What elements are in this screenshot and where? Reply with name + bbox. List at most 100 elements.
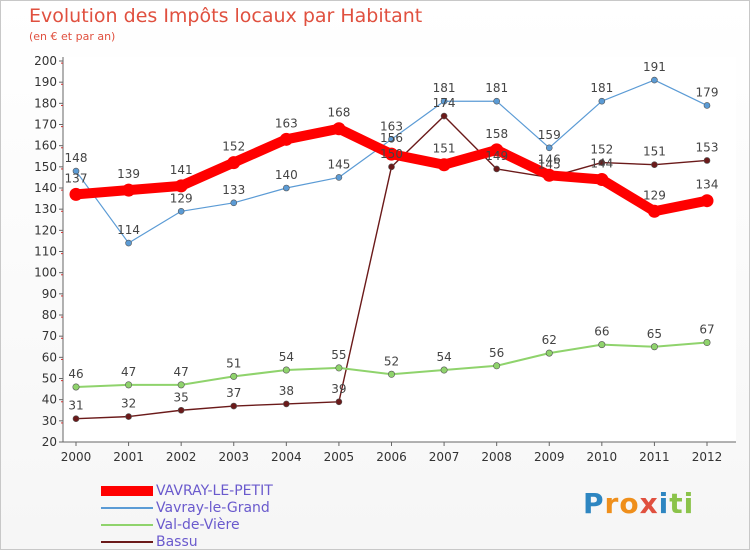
data-point	[493, 97, 500, 105]
data-label: 181	[433, 81, 456, 95]
data-label: 149	[485, 149, 508, 163]
data-label: 141	[170, 163, 193, 177]
x-tick-label: 2003	[218, 450, 249, 464]
data-point	[335, 398, 343, 406]
y-tick-label: 90	[42, 287, 57, 301]
y-tick-label: 130	[34, 202, 57, 216]
data-label: 66	[594, 325, 609, 339]
data-point	[72, 167, 80, 175]
y-tick-label: 170	[34, 118, 57, 132]
data-label: 55	[331, 348, 346, 362]
x-tick-label: 2009	[534, 450, 565, 464]
data-label: 47	[174, 365, 189, 379]
chart-title: Evolution des Impôts locaux par Habitant	[29, 5, 423, 27]
logo-letter: r	[604, 487, 620, 520]
data-label: 67	[699, 323, 714, 337]
legend-swatch	[101, 507, 153, 509]
y-tick-label: 40	[42, 393, 57, 407]
data-point	[650, 343, 658, 351]
data-label: 52	[384, 354, 399, 368]
data-point	[598, 159, 606, 166]
data-point	[545, 349, 553, 357]
data-label: 129	[643, 188, 666, 202]
data-point	[493, 362, 501, 370]
data-label: 38	[279, 384, 294, 398]
data-point	[72, 415, 80, 423]
logo-letter: o	[619, 487, 640, 520]
data-label: 156	[380, 131, 403, 145]
chart-subtitle: (en € et par an)	[29, 30, 116, 43]
data-point	[125, 239, 132, 247]
legend-label: Val-de-Vière	[156, 517, 240, 533]
y-tick-label: 20	[42, 435, 57, 449]
x-tick-label: 2002	[166, 450, 197, 464]
data-label: 145	[538, 157, 561, 171]
data-point	[440, 97, 448, 105]
y-tick-label: 50	[42, 372, 57, 386]
data-label: 181	[485, 81, 508, 95]
data-point	[598, 341, 606, 349]
logo-letter: P	[583, 487, 605, 520]
y-tick-label: 140	[34, 181, 57, 195]
legend-swatch	[101, 524, 153, 526]
legend-swatch	[101, 486, 153, 496]
data-label: 152	[222, 140, 245, 154]
data-point	[440, 366, 448, 374]
data-point	[230, 372, 238, 380]
data-point	[388, 136, 395, 143]
data-point	[437, 158, 451, 172]
data-label: 163	[380, 119, 403, 133]
data-label: 39	[331, 382, 346, 396]
data-point	[651, 161, 658, 169]
data-label: 65	[647, 327, 662, 341]
legend-label: Bassu	[156, 534, 198, 550]
logo-letter: i	[658, 487, 670, 520]
data-point	[385, 147, 398, 161]
data-point	[174, 179, 188, 193]
data-label: 151	[643, 145, 666, 159]
data-label: 191	[643, 60, 666, 74]
data-point	[283, 400, 290, 408]
data-label: 146	[538, 152, 561, 166]
logo-letter: t	[669, 487, 684, 520]
data-label: 47	[121, 365, 136, 379]
data-point	[227, 156, 241, 170]
data-label: 134	[696, 178, 719, 192]
x-tick-label: 2000	[61, 450, 92, 464]
data-point	[230, 199, 238, 207]
x-tick-label: 2012	[692, 450, 723, 464]
data-label: 145	[327, 157, 350, 171]
data-point	[230, 402, 238, 410]
data-label: 133	[222, 183, 245, 197]
x-tick-label: 2001	[113, 450, 144, 464]
data-label: 54	[279, 350, 294, 364]
data-label: 56	[489, 346, 504, 360]
x-tick-label: 2011	[639, 450, 670, 464]
logo-letter: x	[639, 487, 659, 520]
y-tick-label: 160	[34, 139, 57, 153]
data-point	[177, 381, 185, 389]
data-label: 148	[65, 151, 88, 165]
data-point	[332, 122, 346, 136]
data-label: 114	[117, 223, 140, 237]
y-tick-label: 200	[34, 54, 57, 68]
data-label: 32	[121, 397, 136, 411]
data-label: 62	[542, 333, 557, 347]
data-point	[283, 184, 290, 192]
y-tick-label: 100	[34, 266, 57, 280]
data-point	[177, 406, 185, 414]
data-label: 144	[590, 157, 613, 171]
data-point	[72, 383, 80, 391]
data-point	[545, 144, 553, 152]
legend-label: Vavray-le-Grand	[156, 500, 270, 516]
data-point	[703, 339, 711, 347]
data-label: 152	[590, 143, 613, 157]
data-point	[282, 366, 290, 374]
data-label: 46	[68, 367, 83, 381]
x-tick-label: 2005	[324, 450, 355, 464]
y-tick-label: 80	[42, 308, 57, 322]
data-label: 31	[68, 399, 83, 413]
data-point	[703, 102, 711, 109]
data-label: 159	[538, 128, 561, 142]
